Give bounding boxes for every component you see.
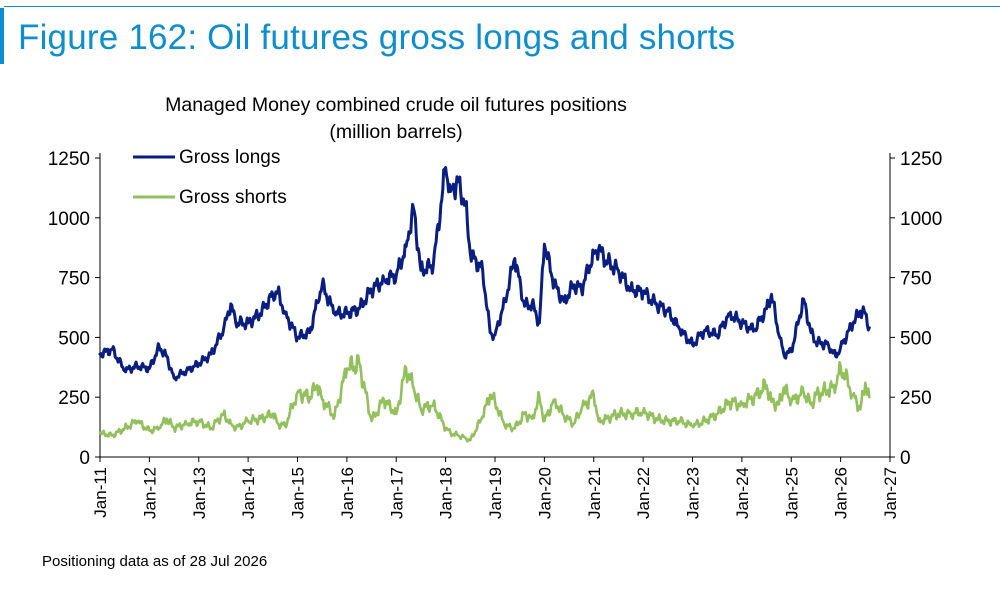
legend-label: Gross longs	[179, 147, 280, 168]
x-tick-label: Jan-20	[535, 467, 554, 519]
y-tick-label-right: 750	[900, 269, 932, 290]
y-tick-label-left: 750	[58, 269, 90, 290]
chart-axes: 0 250 500 750 1000 1250 0 250 500 750 1000 1250 Jan-…	[48, 149, 943, 519]
x-tick-label: Jan-25	[782, 467, 801, 519]
plot-area	[98, 166, 871, 443]
x-tick-label: Jan-21	[585, 467, 604, 519]
y-tick-label-right: 250	[900, 388, 932, 409]
x-tick-label: Jan-11	[91, 467, 110, 518]
x-tick-label: Jan-14	[239, 467, 258, 519]
x-tick-label: Jan-18	[437, 467, 456, 519]
y-tick-label-right: 0	[900, 448, 911, 469]
x-tick-label: Jan-13	[190, 467, 209, 519]
y-tick-label-left: 1250	[48, 149, 90, 170]
x-tick-label: Jan-26	[832, 467, 851, 519]
figure-title: Figure 162: Oil futures gross longs and …	[18, 18, 736, 57]
x-tick-label: Jan-23	[684, 467, 703, 519]
y-tick-label-right: 1000	[900, 209, 942, 230]
title-rule	[4, 6, 1000, 7]
y-tick-label-right: 500	[900, 328, 932, 349]
title-accent-bar	[0, 8, 4, 64]
footnote: Positioning data as of 28 Jul 2026	[42, 553, 268, 570]
chart-legend: Gross longs Gross shorts	[133, 147, 287, 208]
legend-label: Gross shorts	[179, 187, 287, 208]
y-tick-label-left: 250	[58, 388, 90, 409]
figure-title-bar: Figure 162: Oil futures gross longs and …	[0, 6, 1000, 64]
y-tick-label-left: 1000	[48, 209, 90, 230]
x-tick-label: Jan-27	[881, 467, 900, 519]
x-tick-label: Jan-15	[289, 467, 308, 519]
x-tick-label: Jan-12	[140, 467, 159, 519]
y-tick-label-left: 500	[58, 328, 90, 349]
series-line-gross-longs	[98, 166, 871, 382]
y-tick-label-left: 0	[79, 448, 90, 469]
chart-subtitle: (million barrels)	[329, 121, 462, 143]
x-tick-label: Jan-24	[733, 467, 752, 519]
x-tick-label: Jan-16	[338, 467, 357, 519]
series-line-gross-shorts	[98, 354, 871, 443]
x-tick-label: Jan-17	[387, 467, 406, 519]
x-tick-label: Jan-19	[486, 467, 505, 519]
y-tick-label-right: 1250	[900, 149, 942, 170]
chart-title: Managed Money combined crude oil futures…	[165, 94, 627, 116]
x-tick-label: Jan-22	[634, 467, 653, 519]
